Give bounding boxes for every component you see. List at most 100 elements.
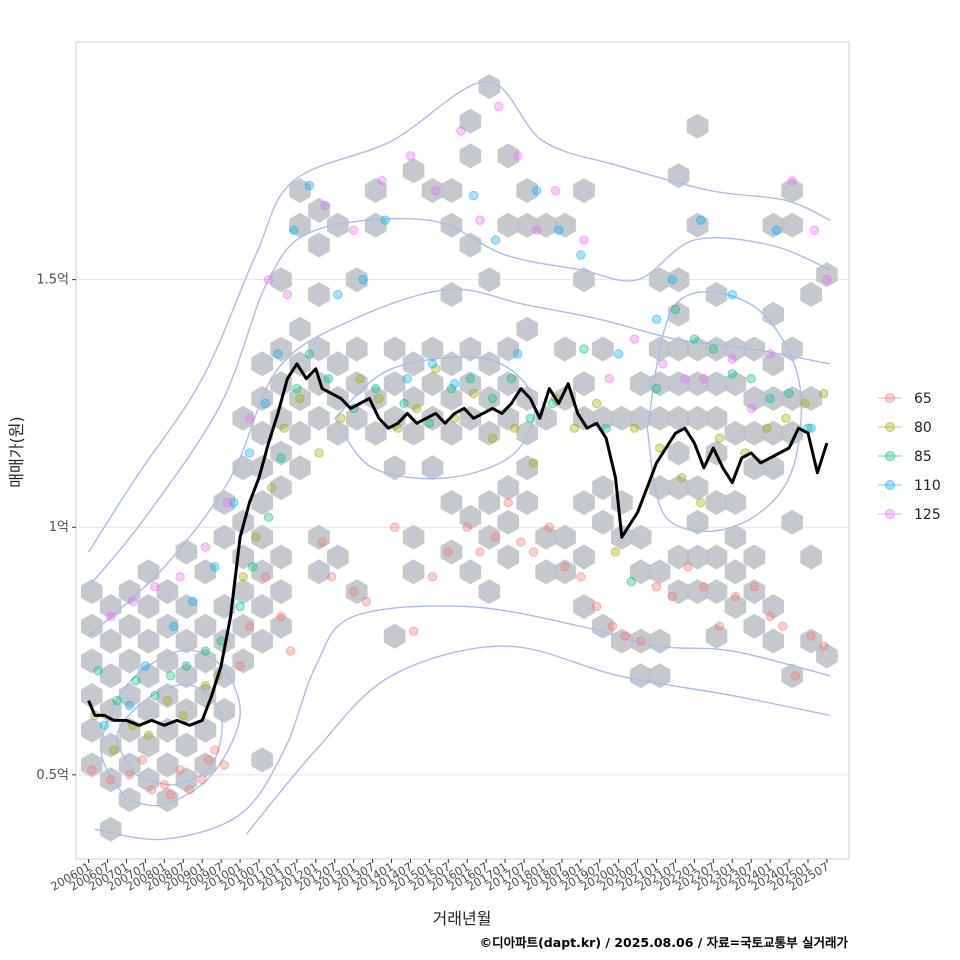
hexbin-cell: [459, 405, 482, 431]
hexbin-cell: [194, 648, 217, 674]
hexbin-cell: [478, 579, 501, 605]
point-65: [620, 631, 630, 641]
legend-key-point: [885, 480, 895, 490]
hexbin-cell: [440, 178, 463, 203]
hexbin-cell: [478, 524, 501, 550]
point-80: [781, 413, 791, 424]
hexbin-cell: [308, 559, 330, 585]
hexbin-cell: [667, 371, 690, 397]
hexbin-cell: [440, 420, 463, 446]
y-tick-label: 0.5억: [36, 768, 69, 783]
point-125: [456, 126, 466, 136]
point-110: [210, 562, 220, 572]
point-125: [175, 572, 185, 582]
hexbin-cell: [346, 336, 368, 362]
hexbin-cell: [686, 475, 709, 501]
hexbin-cell: [270, 475, 292, 501]
hexbin-cell: [781, 663, 803, 689]
point-110: [651, 314, 662, 324]
hexbin-cell: [592, 336, 614, 362]
point-110: [402, 374, 412, 384]
point-85: [784, 388, 794, 399]
hexbin-cell: [800, 544, 822, 570]
point-65: [389, 522, 400, 532]
hexbin-cell: [346, 579, 368, 605]
hexbin-cell: [478, 74, 501, 100]
point-65: [683, 562, 693, 572]
legend-label: 65: [914, 391, 932, 407]
point-65: [159, 780, 170, 790]
point-65: [124, 770, 135, 780]
point-85: [247, 562, 258, 572]
hexbin-cell: [781, 386, 803, 411]
hexbin-cell: [421, 178, 444, 203]
hexbin-cell: [156, 787, 179, 813]
hexbin-cell: [781, 178, 803, 203]
point-65: [819, 641, 829, 651]
point-85: [525, 413, 536, 424]
point-85: [200, 646, 211, 656]
point-65: [165, 789, 176, 800]
hexbin-cell: [705, 336, 728, 362]
hexbin-cell: [724, 594, 747, 619]
hexbin-cell: [421, 336, 444, 362]
hexbin-cell: [705, 490, 728, 515]
point-125: [200, 542, 211, 552]
hexbin-cell: [781, 212, 803, 238]
point-110: [273, 349, 283, 359]
legend-key-point: [885, 422, 895, 432]
hexbin-cell: [402, 351, 425, 377]
hexbin-cell: [308, 405, 330, 431]
point-65: [175, 765, 185, 775]
point-65: [137, 755, 147, 765]
hexbin-cell: [232, 648, 254, 674]
hexbin-cell: [270, 613, 292, 639]
x-axis: 2006012006072007012007072008012008072009…: [48, 859, 831, 894]
point-110: [513, 349, 523, 359]
point-65: [244, 621, 255, 631]
point-65: [765, 611, 775, 622]
hexbin-cell: [516, 455, 538, 481]
hexbin-cell: [516, 490, 538, 515]
hexbin-cell: [364, 420, 387, 446]
hexbin-cell: [327, 420, 349, 446]
point-65: [317, 537, 327, 547]
density-contour: [88, 217, 831, 588]
point-65: [276, 611, 286, 622]
legend: 65 80 85 110 125: [878, 391, 941, 523]
hexbin-cell: [516, 316, 538, 342]
hexbin-cell: [383, 336, 406, 362]
point-85: [708, 344, 719, 354]
point-125: [765, 349, 775, 359]
point-65: [184, 784, 195, 795]
hexbin-cell: [743, 420, 766, 446]
point-125: [531, 225, 542, 235]
point-85: [263, 512, 274, 523]
hexbin-cell: [270, 336, 292, 362]
hexbin-cell: [99, 628, 122, 654]
point-65: [806, 631, 816, 641]
hexbin-cell: [554, 524, 576, 550]
hexbin-cell: [402, 158, 425, 184]
point-125: [263, 274, 274, 285]
hexbin-cell: [611, 405, 633, 431]
hexbin-cell: [762, 420, 785, 446]
point-80: [569, 423, 580, 433]
hexbin-cell: [308, 197, 330, 223]
point-65: [544, 522, 554, 532]
hexbin-cell: [497, 143, 520, 169]
hexbin-cell: [251, 490, 273, 515]
point-65: [651, 581, 662, 592]
hexbin-cell: [81, 613, 103, 639]
point-65: [197, 775, 207, 785]
point-125: [128, 596, 138, 607]
point-65: [503, 497, 513, 508]
hexbin-cell: [156, 579, 179, 605]
hexbin-cell: [781, 420, 803, 446]
point-110: [333, 289, 343, 300]
point-65: [326, 572, 337, 582]
hexbin-cell: [762, 386, 785, 411]
hexbin-cell: [308, 282, 330, 307]
point-80: [143, 730, 154, 740]
